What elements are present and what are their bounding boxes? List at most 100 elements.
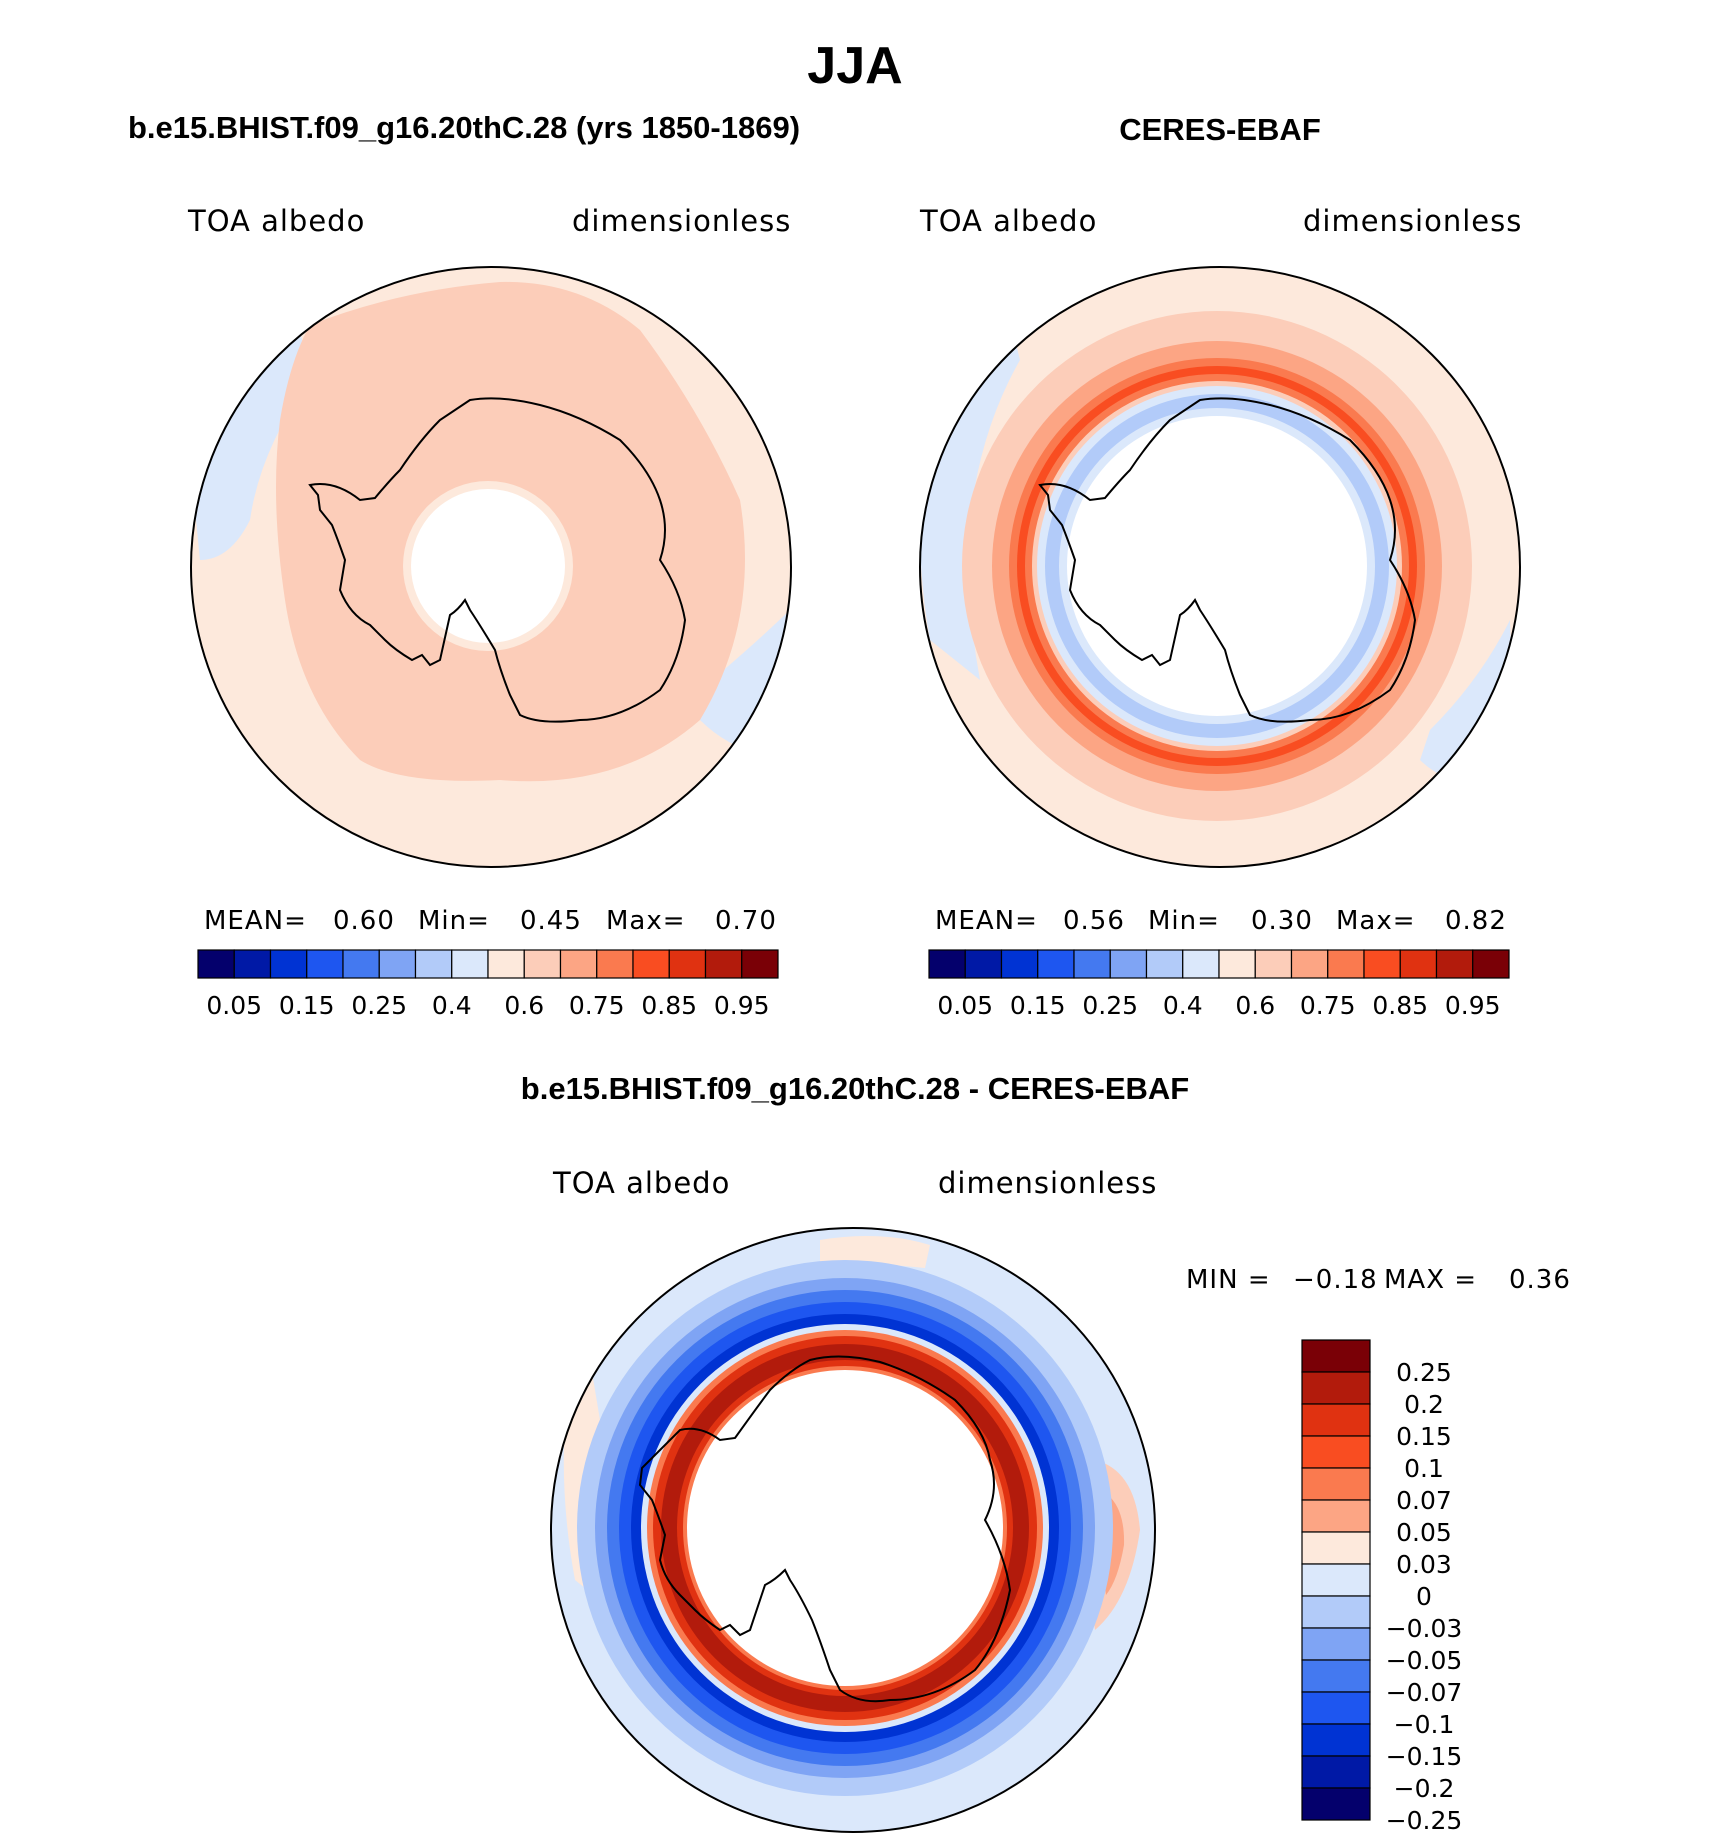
panel3-min-value: −0.18 [1293,1265,1378,1295]
panel1-colorbar-swatch [559,949,598,979]
panel2-colorbar-swatch [1073,949,1111,979]
panel1-colorbar-tick-label: 0.05 [206,991,262,1020]
panel2-mean-label: MEAN= [935,906,1038,936]
panel3-colorbar-tick-label: −0.05 [1386,1646,1463,1675]
panel3-colorbar-tick-label: 0.15 [1396,1422,1452,1451]
panel1-colorbar-tick-label: 0.15 [279,991,335,1020]
panel1-max-value: 0.70 [715,906,777,936]
panel2-colorbar-swatch [1290,949,1329,979]
panel2-colorbar-swatch [1109,949,1148,979]
panel3-colorbar-tick-label: 0.2 [1404,1390,1444,1419]
panel2-colorbar-tick-label: 0.25 [1082,991,1138,1020]
panel3-colorbar-tick-label: −0.25 [1386,1806,1463,1835]
panel3-colorbar-swatch [1301,1627,1371,1661]
panel1-min-value: 0.45 [520,906,582,936]
panel2-colorbar-swatch [1327,949,1365,979]
panel1-colorbar-swatch [269,949,308,979]
panel2-colorbar-tick-label: 0.6 [1235,991,1275,1020]
panel1-colorbar-tick-label: 0.25 [351,991,407,1020]
panel3-map [551,1228,1155,1832]
panel3-colorbar-tick-label: 0 [1416,1582,1432,1611]
panel3-max-label: MAX = [1384,1265,1478,1295]
panel2-map-border [919,266,1521,868]
panel2-colorbar-tick-label: 0.4 [1163,991,1203,1020]
panel2-colorbar-swatch [1218,949,1256,979]
panel2-mean-value: 0.56 [1063,906,1125,936]
colorbars: 0.05 0.15 0.25 0.4 0.6 0.75 0.85 0.95 0.05 0.15 0.… [197,949,1510,1835]
panel2-min-label: Min= [1148,906,1220,936]
panel1-colorbar-swatch [414,949,453,979]
panel3-colorbar-swatch [1301,1691,1371,1725]
panel2-colorbar-tick-label: 0.05 [937,991,993,1020]
panel2-colorbar-swatch [1435,949,1474,979]
panel3-colorbar-swatch [1301,1467,1371,1501]
panel3-colorbar-tick-label: 0.25 [1396,1358,1452,1387]
panel3-colorbar-swatch [1301,1723,1371,1757]
panel2-antarctica-coastline [1038,397,1417,723]
panel1-title: b.e15.BHIST.f09_g16.20thC.28 (yrs 1850-1… [128,110,801,145]
panel2-colorbar-swatch [964,949,1003,979]
panel2-colorbar-swatch [1399,949,1438,979]
panel3-colorbar-swatch [1301,1787,1371,1821]
panel2-colorbar-swatch [1182,949,1220,979]
panel3-colorbar-swatch [1301,1339,1371,1373]
panel1-colorbar-swatch [668,949,707,979]
panel3-colorbar-swatch [1301,1403,1371,1437]
panel3-colorbar-swatch [1301,1531,1371,1565]
panel3-colorbar-tick-label: −0.15 [1386,1742,1463,1771]
panel1-polar-gap [411,489,565,643]
panel3-max-value: 0.36 [1509,1265,1571,1295]
panel1-colorbar-swatch [632,949,670,979]
panel3-map-border [550,1227,1156,1833]
panel3-colorbar-tick-label: 0.1 [1404,1454,1444,1483]
panel1-map [191,267,791,867]
panel1-colorbar-tick-label: 0.85 [641,991,697,1020]
panel1-colorbar-swatch [596,949,634,979]
panel3-polar-gap [687,1370,1003,1686]
panel2-max-value: 0.82 [1445,906,1507,936]
panel3-colorbar-swatch [1301,1563,1371,1597]
panel3-colorbar-tick-label: 0.07 [1396,1486,1452,1515]
panel3-colorbar-swatch [1301,1595,1371,1629]
panel2-colorbar-swatch [1145,949,1184,979]
panel3-colorbar-tick-label: −0.2 [1394,1774,1455,1803]
panel3-colorbar-tick-label: 0.03 [1396,1550,1452,1579]
panel1-variable: TOA albedo [188,204,366,238]
panel2-map [920,267,1520,867]
panel1-colorbar-tick-label: 0.95 [714,991,770,1020]
panel1-colorbar-swatch [233,949,272,979]
panel3-antarctica-coastline [638,1355,1012,1703]
panel1-map-border [190,266,792,868]
panel1-colorbar-swatch [487,949,525,979]
panel1-colorbar-swatch [704,949,743,979]
panel3-colorbar-tick-label: 0.05 [1396,1518,1452,1547]
panel3-colorbar-swatch [1301,1499,1371,1533]
panel1-colorbar-swatch [378,949,417,979]
panel2-colorbar-swatch [1000,949,1039,979]
panel2-title: CERES-EBAF [1119,112,1321,147]
panel1-antarctica-coastline [308,397,687,723]
panel3-colorbar-swatch [1301,1435,1371,1469]
main-title: JJA [807,37,903,95]
panel2-colorbar-swatch [1037,949,1075,979]
panel1-mean-value: 0.60 [333,906,395,936]
panel2-colorbar-tick-label: 0.95 [1445,991,1501,1020]
panel3-positive-patch-north [820,1236,930,1268]
panel3-variable: TOA albedo [553,1166,731,1200]
panel2-variable: TOA albedo [920,204,1098,238]
panel1-colorbar-swatch [197,949,235,979]
panel1-max-label: Max= [606,906,686,936]
panel3-colorbar-swatch [1301,1659,1371,1693]
panel3-colorbar-tick-label: −0.03 [1386,1614,1463,1643]
panel2-colorbar-swatch [928,949,966,979]
panel1-units: dimensionless [572,204,792,238]
panel1-colorbar-tick-label: 0.4 [432,991,472,1020]
panel3-colorbar-swatch [1301,1371,1371,1405]
panel1-colorbar-swatch [342,949,380,979]
panel1-colorbar-swatch [306,949,344,979]
panel2-colorbar-swatch [1472,949,1510,979]
panel1-colorbar-swatch [523,949,562,979]
panel2-min-value: 0.30 [1251,906,1313,936]
panel1-colorbar-swatch [451,949,489,979]
